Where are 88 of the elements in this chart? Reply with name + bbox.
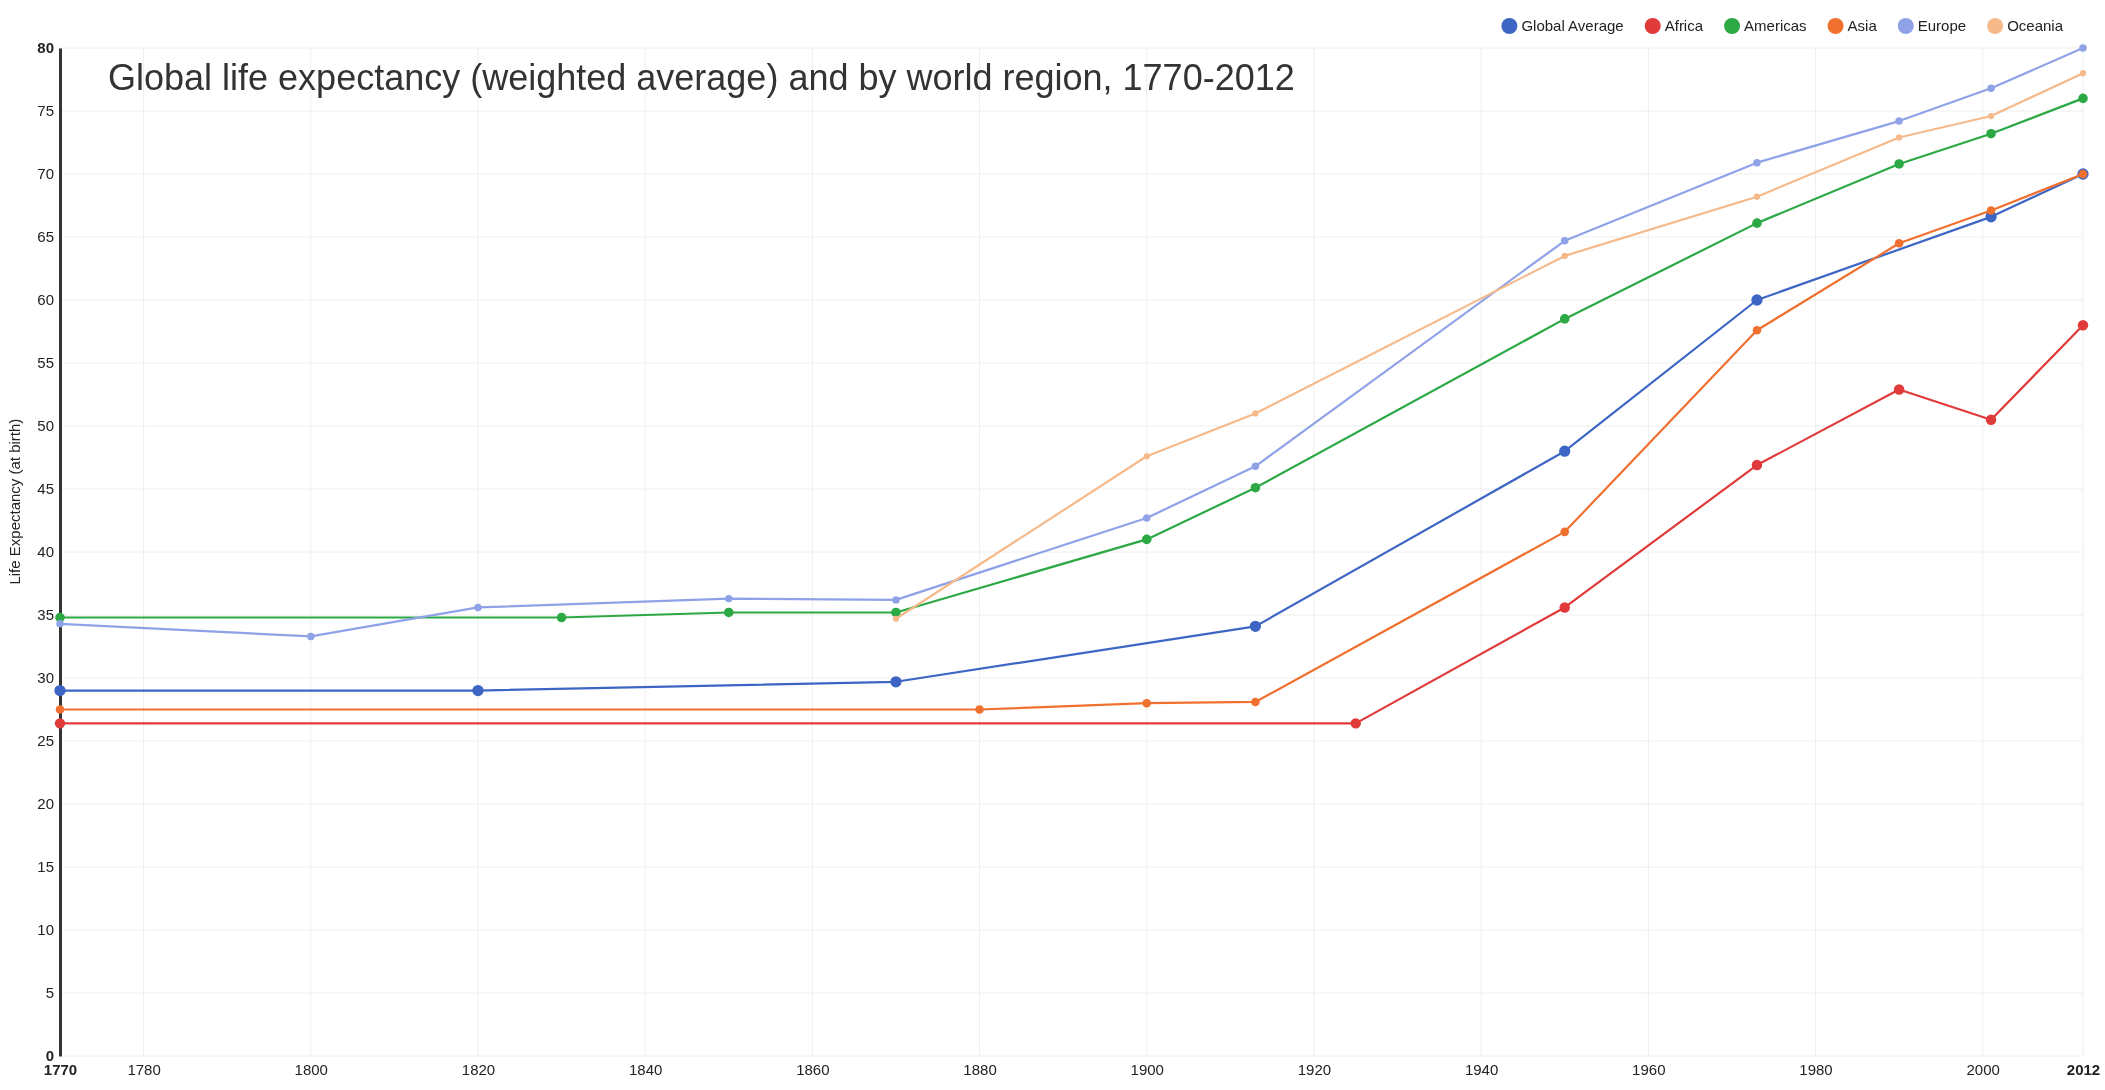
legend-label: Africa — [1664, 17, 1704, 34]
point — [556, 612, 567, 623]
point — [55, 705, 65, 714]
x-tick-label: 1960 — [1632, 1060, 1666, 1078]
point — [1143, 453, 1150, 460]
x-tick-label: 1840 — [628, 1060, 663, 1078]
y-tick-label: 80 — [37, 39, 54, 57]
legend-label: Asia — [1847, 17, 1878, 34]
y-tick-label: 15 — [37, 858, 54, 876]
x-tick-label: 2012 — [2066, 1060, 2101, 1078]
y-tick-label: 10 — [37, 921, 54, 939]
point — [2079, 44, 2087, 52]
point — [1895, 117, 1903, 125]
point — [1251, 462, 1260, 471]
point — [1896, 134, 1903, 141]
legend-label: Oceania — [2007, 17, 2064, 34]
y-tick-label: 40 — [37, 543, 54, 561]
point — [1752, 325, 1762, 335]
legend-label: Americas — [1744, 17, 1807, 34]
y-tick-label: 60 — [37, 291, 54, 309]
y-tick-label: 70 — [37, 165, 54, 183]
y-axis-title: Life Expectancy (at birth) — [6, 418, 23, 585]
y-tick-label: 35 — [37, 606, 54, 624]
y-tick-label: 55 — [37, 354, 54, 372]
point — [1560, 527, 1570, 537]
y-tick-label: 5 — [45, 984, 54, 1002]
point — [474, 603, 482, 612]
point — [1559, 314, 1570, 324]
y-tick-label: 75 — [37, 102, 54, 120]
x-tick-label: 1900 — [1130, 1060, 1164, 1078]
y-tick-label: 45 — [37, 480, 54, 498]
point — [2079, 70, 2087, 77]
point — [1559, 602, 1570, 613]
point — [975, 705, 984, 714]
x-tick-label: 1980 — [1799, 1060, 1833, 1078]
x-tick-label: 1860 — [796, 1060, 830, 1078]
point — [725, 594, 733, 603]
point — [1250, 482, 1261, 493]
point — [1350, 718, 1361, 729]
chart-title: Global life expectancy (weighted average) and by world region, 1770-2012 — [108, 57, 1295, 98]
point — [54, 718, 66, 729]
point — [1559, 445, 1571, 457]
point — [1751, 459, 1763, 471]
point — [1985, 414, 1997, 425]
legend-label: Global Average — [1521, 17, 1624, 34]
y-tick-label: 25 — [37, 732, 54, 750]
point — [891, 607, 901, 618]
point — [1987, 84, 1995, 93]
point — [307, 632, 315, 641]
x-tick-label: 1800 — [294, 1060, 328, 1078]
point — [892, 596, 900, 604]
point — [1894, 239, 1904, 248]
point — [1753, 158, 1761, 167]
point — [1251, 697, 1260, 707]
y-tick-label: 30 — [37, 669, 54, 687]
point — [1249, 620, 1262, 632]
legend-label: Europe — [1917, 17, 1967, 34]
point — [2078, 93, 2088, 104]
y-tick-label: 65 — [37, 228, 54, 246]
point — [1893, 384, 1905, 395]
y-tick-label: 20 — [37, 795, 54, 813]
x-tick-label: 1920 — [1297, 1060, 1332, 1078]
point — [1561, 252, 1568, 259]
point — [1987, 112, 1995, 120]
point — [1252, 410, 1259, 417]
point — [892, 615, 900, 622]
point — [1141, 534, 1152, 545]
point — [1142, 698, 1152, 708]
x-tick-label: 2000 — [1966, 1060, 2000, 1078]
point — [1894, 159, 1904, 169]
x-tick-label: 1940 — [1464, 1060, 1499, 1078]
point — [1751, 294, 1763, 306]
y-tick-label: 50 — [37, 417, 54, 435]
x-tick-label: 1780 — [127, 1060, 161, 1078]
point — [1142, 514, 1151, 522]
point — [890, 676, 902, 688]
x-tick-label: 1880 — [963, 1060, 997, 1078]
point — [1986, 128, 1996, 139]
point — [723, 607, 734, 618]
point — [56, 620, 64, 628]
x-tick-label: 1820 — [461, 1060, 496, 1078]
point — [1986, 206, 1996, 215]
point — [1752, 218, 1762, 228]
point — [54, 684, 66, 697]
point — [1753, 193, 1761, 200]
point — [2077, 319, 2089, 331]
point — [472, 684, 484, 697]
point — [1560, 237, 1569, 245]
